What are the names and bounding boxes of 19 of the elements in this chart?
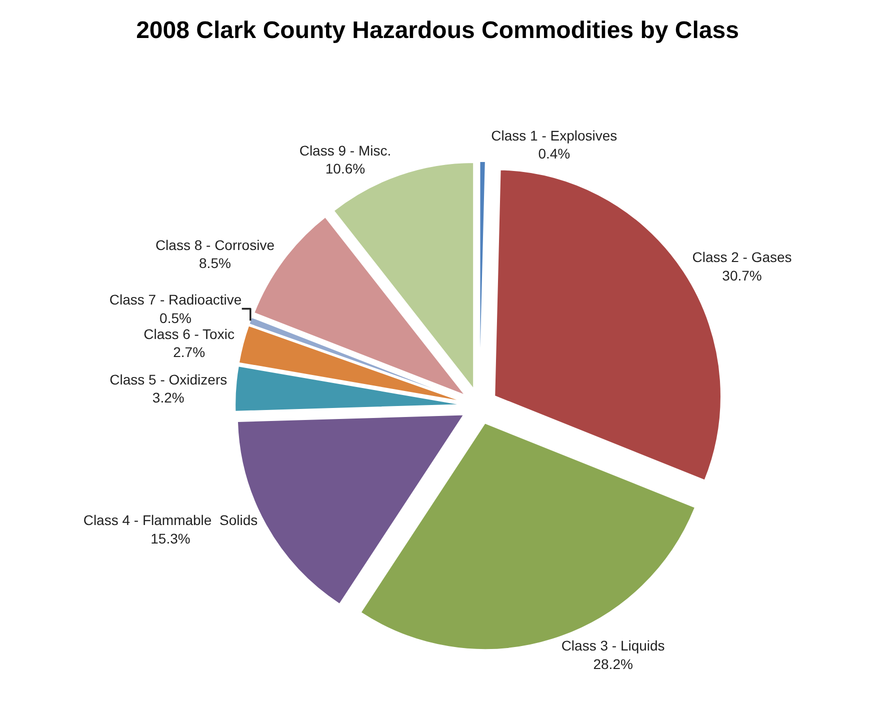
- slice-label: Class 9 - Misc.: [299, 142, 392, 159]
- chart-title: 2008 Clark County Hazardous Commodities by Class: [136, 17, 739, 44]
- slice-label: Class 8 - Corrosive: [155, 237, 275, 254]
- data-label: 30.7%: [722, 267, 762, 284]
- slice-label: Class 6 - Toxic: [144, 326, 234, 342]
- slice-label: Class 5 - Oxidizers: [110, 371, 228, 388]
- data-label: 15.3%: [150, 530, 190, 546]
- slice-label: Class 4 - Flammable Solids: [83, 512, 258, 528]
- slice-label: Class 7 - Radioactive: [109, 292, 242, 308]
- data-label: 2.7%: [173, 344, 206, 360]
- data-label: 10.6%: [325, 160, 366, 177]
- slice-label: Class 2 - Gases: [692, 249, 792, 266]
- data-label: 3.2%: [152, 390, 184, 406]
- data-label: 28.2%: [593, 656, 633, 672]
- data-label: 8.5%: [199, 255, 231, 272]
- data-label: 0.4%: [538, 146, 570, 162]
- slice-label: Class 1 - Explosives: [491, 127, 618, 144]
- slice-label: Class 3 - Liquids: [561, 638, 665, 654]
- data-label: 0.5%: [160, 310, 192, 326]
